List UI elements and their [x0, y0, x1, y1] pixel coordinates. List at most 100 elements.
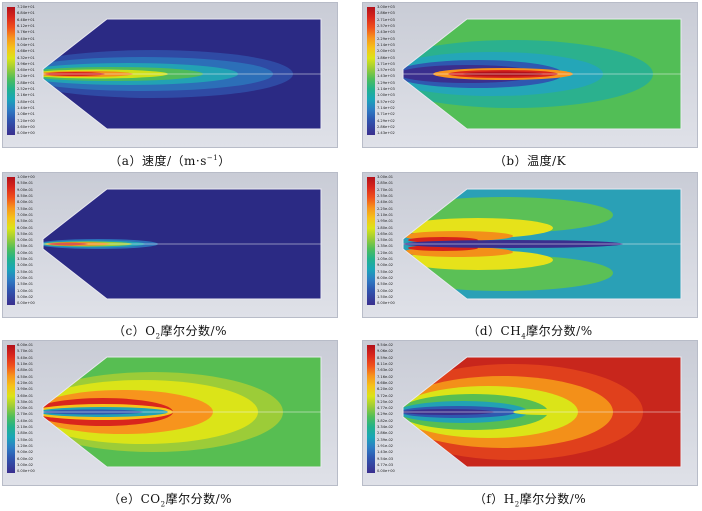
colorbar-tick-label: 2.85e-01: [377, 181, 394, 186]
colorbar: [7, 7, 15, 135]
colorbar-tick-label: 5.70e-01: [17, 349, 34, 354]
colorbar-tick-label: 3.50e-01: [17, 257, 34, 262]
panel-a: 7.20e+01 6.84e+01 6.48e+01 6.12e+01 5.76e+01…: [2, 2, 338, 148]
colorbar-tick-label: 5.00e-01: [17, 238, 34, 243]
panel-f: 9.54e-02 9.06e-02 8.59e-02 8.11e-02 7.63e-02…: [362, 340, 698, 486]
colorbar-tick-label: 6.12e+01: [17, 23, 35, 28]
colorbar-tick-label: 2.71e+03: [377, 17, 395, 22]
colorbar-tick-label: 4.77e-02: [377, 406, 394, 411]
colorbar-tick-label: 2.25e-01: [377, 206, 394, 211]
colorbar-tick-label: 6.48e+01: [17, 17, 35, 22]
colorbar-tick-label: 0.00e+00: [17, 301, 35, 306]
colorbar-tick-label: 0.00e+00: [17, 131, 35, 136]
caption-b: （b）温度/K: [493, 154, 567, 168]
colorbar-tick-label: 3.00e-01: [17, 406, 34, 411]
colorbar-ticks: 9.54e-02 9.06e-02 8.59e-02 8.11e-02 7.63e-02…: [377, 343, 403, 474]
colorbar-tick-label: 7.16e-02: [377, 374, 394, 379]
colorbar-tick-label: 1.00e-01: [17, 288, 34, 293]
colorbar: [7, 177, 15, 305]
colorbar-tick-label: 1.80e+01: [17, 99, 35, 104]
colorbar-tick-label: 8.11e-02: [377, 361, 394, 366]
colorbar-tick-label: 5.10e-01: [17, 361, 34, 366]
colorbar-tick-label: 1.50e-01: [377, 238, 394, 243]
colorbar-tick-label: 1.08e+01: [17, 112, 35, 117]
colorbar-tick-label: 7.14e+02: [377, 106, 395, 110]
colorbar-tick-label: 9.00e-02: [377, 263, 394, 268]
colorbar-ticks: 3.00e+03 2.86e+03 2.71e+03 2.57e+03 2.43e+03…: [377, 5, 403, 136]
colorbar-tick-label: 3.30e-01: [17, 399, 34, 404]
colorbar-tick-label: 2.16e+01: [17, 93, 35, 98]
colorbar-tick-label: 9.00e-02: [17, 450, 34, 455]
colorbar-tick-label: 5.71e+02: [377, 112, 395, 117]
colorbar-tick-label: 2.55e-01: [377, 193, 394, 198]
colorbar-tick-label: 8.00e-01: [17, 200, 34, 205]
colorbar-tick-label: 4.29e-02: [377, 412, 394, 417]
colorbar-tick-label: 2.10e-01: [377, 212, 394, 217]
colorbar: [367, 7, 375, 135]
colorbar-tick-label: 7.20e+01: [17, 5, 35, 9]
colorbar-tick-label: 7.20e+00: [17, 118, 35, 123]
colorbar-tick-label: 2.40e-01: [17, 418, 34, 423]
colorbar-tick-label: 1.50e-01: [17, 437, 34, 442]
panel-c: 1.00e+00 9.50e-01 9.00e-01 8.50e-01 8.00e-01…: [2, 172, 338, 318]
colorbar-tick-label: 2.29e+03: [377, 36, 395, 41]
colorbar-tick-label: 2.43e+03: [377, 30, 395, 35]
colorbar-tick-label: 1.57e+03: [377, 68, 395, 73]
colorbar-tick-label: 1.00e+00: [17, 175, 35, 179]
panel-b: 3.00e+03 2.86e+03 2.71e+03 2.57e+03 2.43e+03…: [362, 2, 698, 148]
colorbar-tick-label: 9.00e-01: [17, 187, 34, 192]
colorbar-tick-label: 0.00e+00: [17, 469, 35, 474]
colorbar-tick-label: 2.88e+01: [17, 80, 35, 85]
colorbar-tick-label: 1.50e-02: [377, 294, 394, 299]
colorbar: [367, 345, 375, 473]
colorbar-tick-label: 1.43e+02: [377, 131, 395, 136]
colorbar-tick-label: 4.80e-01: [17, 368, 34, 373]
colorbar-tick-label: 9.54e-03: [377, 456, 394, 461]
colorbar-tick-label: 1.80e-01: [377, 225, 394, 230]
panel-e: 6.00e-01 5.70e-01 5.40e-01 5.10e-01 4.80e-01…: [2, 340, 338, 486]
contour-plot: [42, 188, 322, 300]
colorbar-tick-label: 3.90e-01: [17, 387, 34, 392]
colorbar-tick-label: 1.95e-01: [377, 219, 394, 224]
colorbar-tick-label: 4.32e+01: [17, 55, 35, 60]
contour-plot: [402, 356, 682, 468]
colorbar-tick-label: 8.59e-02: [377, 355, 394, 360]
colorbar-tick-label: 6.00e-02: [377, 276, 394, 280]
caption-c: （c）O2摩尔分数/%: [113, 324, 227, 341]
colorbar-tick-label: 1.43e+03: [377, 74, 395, 79]
colorbar-tick-label: 1.20e-01: [17, 444, 34, 448]
colorbar-tick-label: 1.14e+03: [377, 87, 395, 92]
colorbar-tick-label: 1.86e+03: [377, 55, 395, 60]
colorbar-tick-label: 3.00e-01: [377, 175, 394, 179]
colorbar-tick-label: 6.84e+01: [17, 11, 35, 16]
colorbar-tick-label: 9.54e-02: [377, 343, 394, 347]
colorbar-tick-label: 4.50e-01: [17, 374, 34, 379]
colorbar-tick-label: 3.60e-01: [17, 393, 34, 398]
colorbar-tick-label: 1.00e+03: [377, 93, 395, 98]
colorbar-tick-label: 3.00e+03: [377, 5, 395, 9]
colorbar-tick-label: 6.20e-02: [377, 387, 394, 392]
caption-d: （d）CH4摩尔分数/%: [467, 324, 593, 341]
colorbar-tick-label: 4.00e-01: [17, 250, 34, 255]
contour-plot: [402, 188, 682, 300]
colorbar-tick-label: 5.00e-02: [17, 294, 34, 299]
colorbar-tick-label: 1.65e-01: [377, 231, 394, 236]
caption-e: （e）CO2摩尔分数/%: [107, 492, 233, 509]
colorbar-tick-label: 9.50e-01: [17, 181, 34, 186]
colorbar-tick-label: 5.40e-01: [17, 355, 34, 360]
colorbar-tick-label: 4.50e-02: [377, 282, 394, 287]
colorbar-tick-label: 3.24e+01: [17, 74, 35, 79]
colorbar-tick-label: 2.70e-01: [377, 187, 394, 192]
colorbar-tick-label: 2.86e+03: [377, 11, 395, 16]
colorbar-tick-label: 5.72e-02: [377, 393, 394, 398]
colorbar-tick-label: 5.25e-02: [377, 399, 394, 404]
colorbar-tick-label: 3.34e-02: [377, 425, 394, 430]
colorbar-tick-label: 1.80e-01: [17, 431, 34, 436]
colorbar-tick-label: 7.00e-01: [17, 212, 34, 217]
colorbar-tick-label: 3.00e-02: [17, 462, 34, 467]
colorbar: [7, 345, 15, 473]
colorbar-tick-label: 4.29e+02: [377, 118, 395, 123]
colorbar-tick-label: 6.00e-02: [17, 456, 34, 461]
colorbar-tick-label: 7.50e-01: [17, 206, 34, 211]
colorbar-tick-label: 1.43e-02: [377, 450, 394, 455]
